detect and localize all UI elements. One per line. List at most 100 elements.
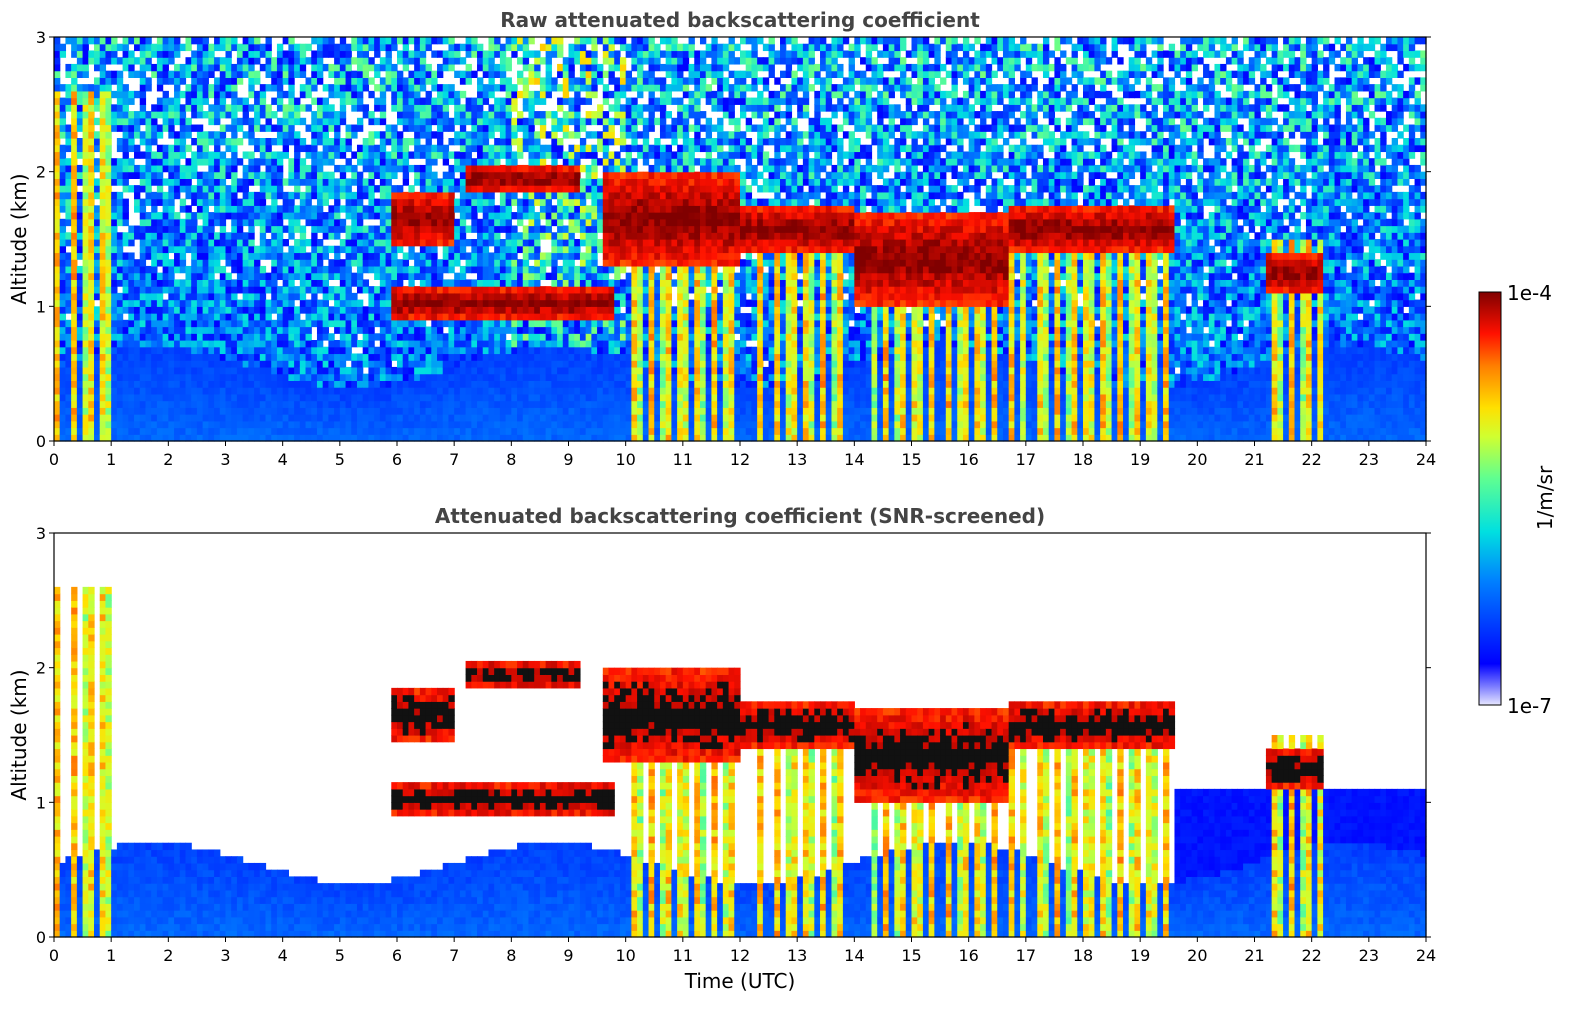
heat-cell [105, 245, 112, 254]
heat-cell [562, 259, 570, 267]
heat-cell [579, 232, 587, 240]
heat-cell [345, 292, 352, 301]
heat-cell [174, 380, 181, 388]
heat-cell [122, 239, 129, 247]
heat-cell [459, 164, 467, 173]
heat-cell [151, 218, 158, 227]
heat-cell [397, 279, 404, 287]
heat-cell [139, 77, 147, 85]
heat-cell [259, 138, 267, 146]
heat-cell [151, 366, 158, 375]
heat-cell [425, 232, 432, 240]
heat-cell [311, 77, 318, 85]
heat-cell [356, 43, 364, 52]
heat-cell [557, 393, 564, 402]
heat-cell [442, 245, 450, 254]
heat-cell [128, 353, 135, 361]
heat-cell [505, 178, 512, 186]
heat-cell [374, 43, 381, 52]
heat-cell [551, 434, 558, 442]
heat-cell [539, 366, 547, 375]
heat-cell [351, 393, 358, 402]
heat-cell [236, 50, 244, 58]
heat-cell [65, 70, 72, 78]
heat-cell [316, 185, 324, 193]
heat-cell [145, 212, 152, 220]
heat-cell [156, 252, 164, 260]
heat-cell [322, 326, 329, 334]
heat-cell [174, 117, 181, 126]
heat-cell [76, 232, 84, 240]
heat-cell [145, 124, 152, 132]
heat-cell [585, 353, 592, 361]
heat-cell [191, 326, 198, 334]
heat-cell [225, 400, 232, 408]
heat-cell [368, 77, 375, 85]
heat-cell [288, 50, 295, 58]
heat-cell [185, 265, 192, 274]
heat-cell [191, 319, 198, 328]
heat-cell [356, 205, 364, 213]
heat-cell [271, 138, 278, 146]
heat-cell [185, 63, 192, 72]
heat-cell [322, 360, 329, 368]
heat-cell [539, 333, 547, 341]
heat-cell [374, 346, 381, 355]
heat-cell [505, 407, 512, 415]
heat-cell [482, 212, 490, 220]
heat-cell [374, 380, 381, 388]
heat-cell [202, 272, 209, 280]
heat-cell [191, 164, 198, 173]
heat-cell [88, 158, 95, 166]
heat-cell [174, 239, 181, 247]
heat-cell [179, 70, 187, 78]
heat-cell [242, 380, 249, 388]
heat-cell [328, 360, 335, 368]
heat-cell [585, 393, 592, 402]
heat-cell [265, 245, 272, 254]
heat-cell [562, 252, 570, 260]
heat-cell [465, 360, 472, 368]
heat-cell [356, 124, 364, 132]
heat-cell [539, 212, 547, 220]
heat-cell [522, 380, 530, 388]
heat-cell [65, 185, 72, 193]
heat-cell [225, 427, 232, 435]
heat-cell [511, 84, 518, 92]
heat-cell [334, 414, 341, 422]
heat-cell [494, 387, 501, 395]
heat-cell [465, 366, 472, 375]
heat-cell [328, 353, 335, 361]
heat-cell [139, 400, 147, 408]
heat-cell [299, 360, 307, 368]
heat-cell [248, 90, 255, 99]
heat-cell [419, 84, 427, 92]
heat-cell [248, 158, 255, 166]
heat-cell [339, 37, 347, 45]
heat-cell [276, 299, 284, 307]
heat-cell [494, 138, 501, 146]
heat-cell [539, 117, 547, 126]
heat-cell [219, 70, 227, 78]
heat-cell [65, 97, 72, 105]
heat-cell [88, 117, 95, 126]
heat-cell [82, 353, 89, 361]
heat-cell [397, 198, 404, 206]
heat-cell [116, 218, 124, 227]
heat-cell [397, 151, 404, 159]
heat-cell [511, 252, 518, 260]
heat-cell [471, 286, 478, 294]
heat-cell [471, 50, 478, 58]
heat-cell [471, 427, 478, 435]
heat-cell [82, 43, 89, 52]
heat-cell [248, 225, 255, 233]
heat-cell [271, 232, 278, 240]
heat-cell [494, 63, 501, 72]
heat-cell [191, 171, 198, 179]
heat-cell [316, 420, 324, 429]
heat-cell [94, 104, 101, 112]
heat-cell [196, 333, 204, 341]
heat-cell [419, 43, 427, 52]
heat-cell [282, 380, 289, 388]
heat-cell [402, 400, 410, 408]
